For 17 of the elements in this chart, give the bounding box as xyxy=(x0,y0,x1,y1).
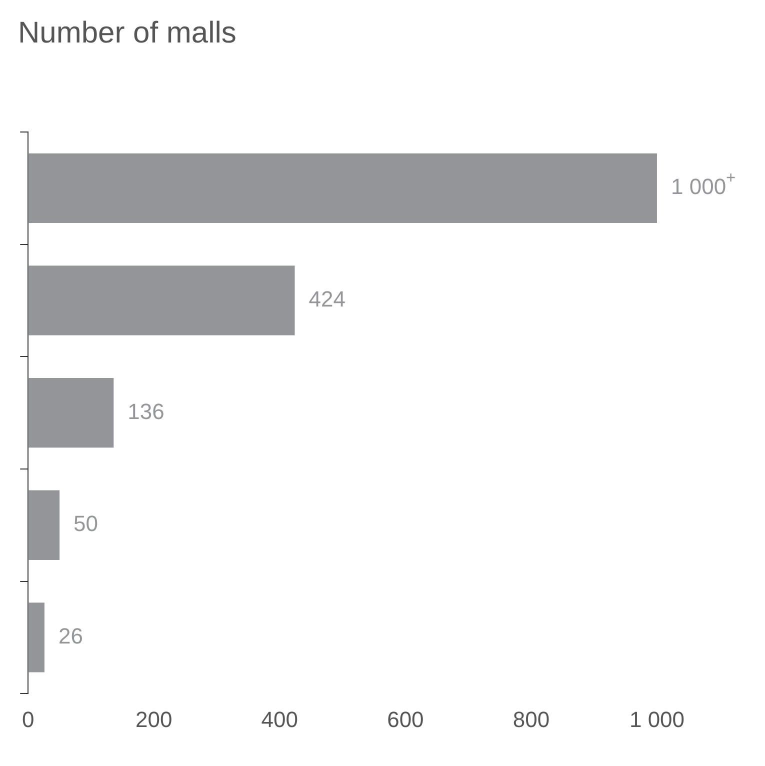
x-tick-label: 400 xyxy=(261,706,298,732)
data-label: 26 xyxy=(58,624,83,649)
x-tick-label: 1 000 xyxy=(629,706,685,732)
data-label: 424 xyxy=(308,286,346,312)
bar xyxy=(28,602,44,672)
bar xyxy=(28,153,657,223)
data-label: 136 xyxy=(128,398,164,424)
data-label: 50 xyxy=(74,511,98,536)
bar xyxy=(28,266,295,336)
bar xyxy=(28,490,60,560)
data-label: 1 000+ xyxy=(671,168,736,200)
x-tick-label: 0 xyxy=(22,706,34,732)
x-tick-label: 800 xyxy=(512,706,550,732)
x-tick-label: 600 xyxy=(387,706,424,732)
bar xyxy=(28,378,114,448)
x-tick-label: 200 xyxy=(136,706,172,732)
chart-title: Number of malls xyxy=(18,16,236,50)
